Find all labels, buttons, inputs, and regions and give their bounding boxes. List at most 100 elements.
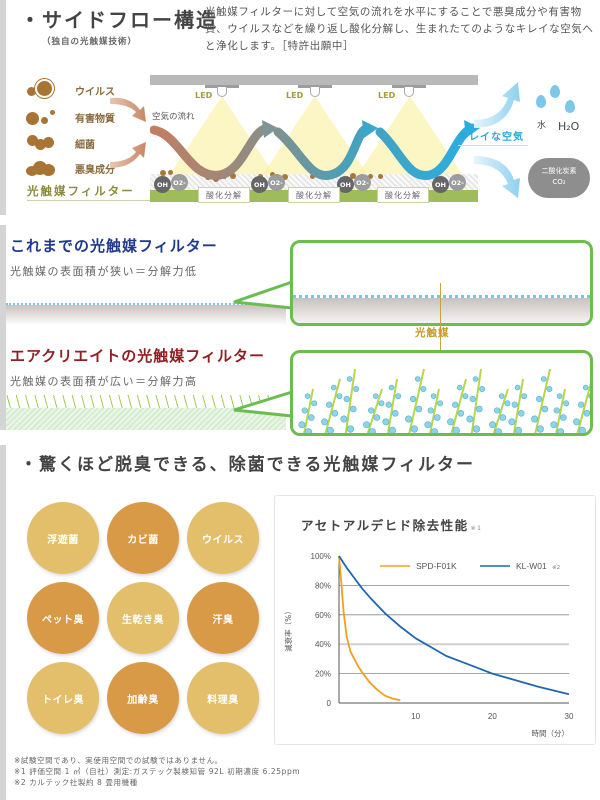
catalyst-particle [498,393,505,399]
filter-label: 光触媒フィルター [27,184,135,198]
fiber-strand [512,378,524,433]
particle-label: 悪臭成分 [75,164,115,176]
target-circle: 汗臭 [187,582,259,654]
catalyst-particle [326,426,334,433]
filter-underline [27,200,152,201]
catalyst-particle [499,414,507,421]
catalyst-particle [588,393,590,399]
catalyst-particle [427,407,434,414]
catalyst-particle [304,428,313,433]
catalyst-particle [346,425,355,433]
o2-radical-icon: O2- [268,174,285,191]
bacteria-icon [25,133,59,153]
catalyst-particle [410,395,417,403]
catalyst-particle [405,415,413,423]
water-label: 水 [537,121,547,131]
catalyst-particle [395,393,402,400]
target-label: 浮遊菌 [47,534,79,546]
catalyst-particle [368,428,376,433]
water-drop-icon [536,95,546,108]
catalyst-particle [359,436,366,437]
fiber-strand [555,388,566,433]
section-title: ・驚くほど脱臭できる、除菌できる光触媒フィルター [20,455,475,475]
fiber-strand [492,388,509,433]
catalyst-particle [472,425,481,433]
target-label: 汗臭 [212,614,234,626]
catalyst-particle [340,415,348,423]
catalyst-particle [536,395,543,403]
particle-label: ウイルス [75,86,115,98]
series-line-kl-w01 [338,555,570,696]
catalyst-particle [338,436,345,437]
catalyst-particle [485,436,492,437]
catalyst-particle [380,436,387,437]
catalyst-particle [556,428,565,433]
catalyst-label: 光触媒 [415,327,450,339]
footnote: ※試験空間であり、実使用空間での試験ではありません。 [14,756,223,765]
footnotes: ※試験空間であり、実使用空間での試験ではありません。 ※1 評価空間 1 ㎥（自… [14,755,300,788]
catalyst-particle [540,376,547,382]
footnote: ※1 評価空間 1 ㎥（自社）測定:ガステック製検知管 92L 初期濃度 6.2… [14,767,301,776]
led-label: LED [378,91,396,100]
catalyst-fibers-icon [296,368,590,437]
catalyst-particle [346,376,353,382]
catalyst-particle [330,384,337,391]
co2-label-formula: CO₂ [552,178,566,186]
virus-icon [25,80,59,100]
catalyst-particle [514,384,521,391]
catalyst-particle [494,428,502,433]
chart-title-text: アセトアルデヒド除去性能 [301,518,469,533]
chart-title-note: ※1 [470,525,483,532]
catalyst-particle [363,421,371,429]
catalyst-particle [578,426,586,433]
callout-pointer-icon [233,390,293,418]
x-tick-label: 30 [565,712,574,721]
new-filter-zoom-bubble [290,350,593,436]
side-flow-diagram: LED LED LED 空気の流れ [150,70,480,210]
catalyst-particle [301,407,308,414]
led-housing [205,85,239,88]
catalyst-particle [569,436,576,437]
o2-radical-icon: O2- [171,174,188,191]
catalyst-particle [434,414,441,421]
water-drop-icon [565,100,575,113]
fiber-strand [470,368,482,433]
old-filter-title: これまでの光触媒フィルター [10,237,218,255]
led-bulb-icon [310,87,320,97]
catalyst-particle [296,436,303,437]
catalyst-particle [317,436,324,437]
target-circle: カビ菌 [107,502,179,574]
water-drop-icon [550,85,560,98]
catalyst-particle [511,401,518,408]
catalyst-particle [430,393,437,399]
particle-item-bacteria: 細菌 [25,133,95,153]
target-circle: トイレ臭 [27,662,99,734]
led-label: LED [195,91,213,100]
legend-note: ※2 [552,565,560,571]
catalyst-particle [443,436,450,437]
odor-icon [25,158,59,178]
catalyst-particle [506,436,513,437]
old-filter-description: 光触媒の表面積が狭い＝分解力低 [10,265,198,278]
catalyst-particle [343,395,350,403]
air-flow-label: 空気の流れ [152,112,195,122]
fiber-strand [366,388,383,433]
catalyst-particle [504,400,511,407]
particle-label: 有害物質 [75,113,115,125]
catalyst-particle [420,386,427,392]
particle-label: 細菌 [75,139,95,151]
catalyst-particle [514,426,523,433]
legend-label: SPD-F01K [416,561,457,571]
led-bulb-icon [217,87,227,97]
section-subtitle: （独自の光触媒技術） [42,37,138,47]
particle-item-odor: 悪臭成分 [25,158,115,178]
target-circle: 加齢臭 [107,662,179,734]
outflow-arrows-icon [474,82,520,198]
catalyst-pointer-line [440,283,441,395]
new-filter-title: エアクリエイトの光触媒フィルター [10,347,265,365]
catalyst-particle [550,421,558,429]
x-tick-label: 20 [488,712,497,721]
catalyst-particle [464,436,471,437]
catalyst-particle [410,425,418,433]
catalyst-particle [388,426,397,433]
